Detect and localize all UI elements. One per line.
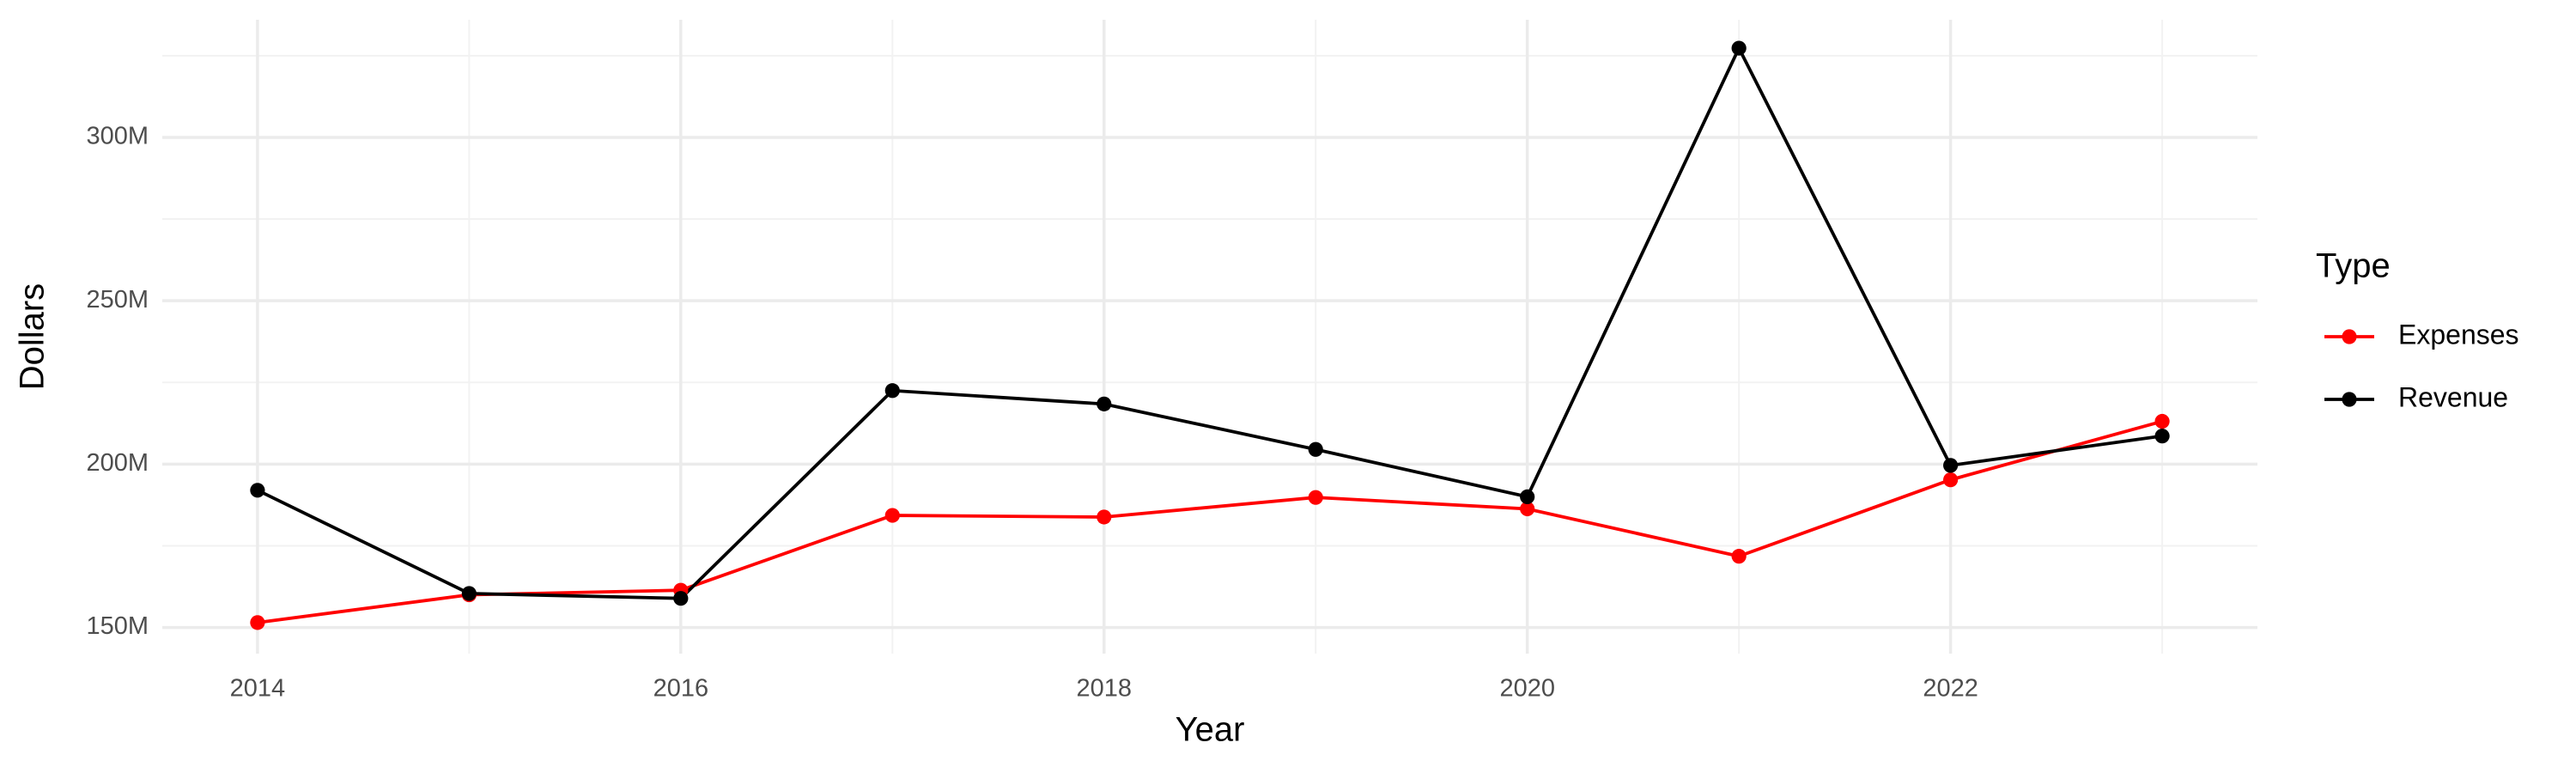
legend-title: Type — [2316, 247, 2391, 285]
series-line — [257, 44, 2163, 600]
y-tick-label: 150M — [86, 612, 149, 640]
data-point — [1308, 441, 1323, 457]
data-point — [1731, 40, 1747, 56]
y-tick-label: 300M — [86, 123, 149, 150]
x-tick-label: 2016 — [653, 675, 709, 703]
x-tick-label: 2018 — [1077, 675, 1133, 703]
legend-marker — [2342, 392, 2357, 407]
x-axis-title: Year — [1176, 711, 1245, 749]
x-tick-label: 2022 — [1923, 675, 1978, 703]
data-point — [250, 615, 265, 630]
data-point — [673, 591, 689, 606]
data-point — [1520, 501, 1535, 517]
series-line — [257, 419, 2163, 624]
legend-label: Expenses — [2398, 319, 2519, 350]
data-point — [2154, 429, 2170, 444]
y-tick-label: 200M — [86, 449, 149, 477]
data-point — [2154, 413, 2170, 429]
data-point — [884, 383, 900, 399]
x-tick-label: 2020 — [1499, 675, 1555, 703]
x-tick-label: 2014 — [230, 675, 286, 703]
data-point — [1943, 472, 1959, 488]
y-axis-title: Dollars — [14, 283, 52, 390]
data-point — [1943, 458, 1959, 473]
data-point — [1097, 509, 1112, 525]
data-point — [250, 483, 265, 498]
legend-marker — [2342, 329, 2357, 344]
data-point — [1731, 549, 1747, 564]
data-point — [1097, 396, 1112, 411]
y-tick-label: 250M — [86, 286, 149, 313]
data-point — [884, 508, 900, 523]
legend-label: Revenue — [2398, 381, 2508, 412]
data-point — [461, 586, 477, 601]
data-point — [1308, 490, 1323, 505]
data-point — [1520, 489, 1535, 505]
